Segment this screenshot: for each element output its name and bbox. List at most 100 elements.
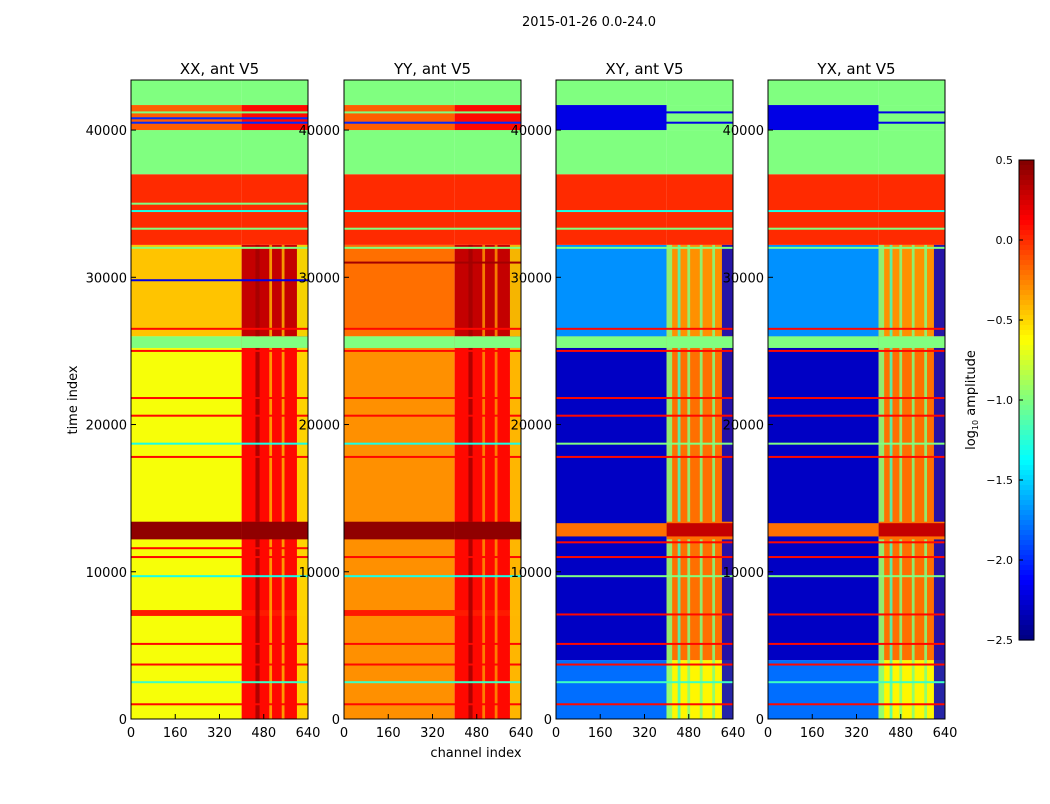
heatmap-band-left [556,174,667,245]
x-tick-label: 320 [420,726,445,741]
heatmap-channel-stripe [889,244,893,337]
heatmap-time-line [768,414,945,417]
colorbar-segment [1019,525,1034,531]
heatmap-time-line [768,642,945,645]
heatmap-time-line [768,455,945,458]
y-tick-label: 30000 [86,271,127,286]
heatmap-band-left [768,336,879,661]
colorbar-segment [1019,445,1034,451]
heatmap-band-right [454,610,521,616]
heatmap-band-right [878,105,945,131]
panel-title: XY, ant V5 [605,60,683,78]
colorbar-segment [1019,600,1034,606]
heatmap-panel: YX, ant V5 0 160 320 480 640 0 10000 20000 30000 4… [723,60,958,741]
x-tick-label: 0 [552,726,560,741]
heatmap-channel-stripe [721,244,733,337]
heatmap-channel-stripe [269,244,273,337]
colorbar-segment [1019,220,1034,226]
heatmap-time-line [556,121,733,124]
colorbar-segment [1019,605,1034,611]
heatmap-time-line [131,547,308,550]
heatmap-band-right [878,80,945,106]
colorbar-segment [1019,530,1034,536]
heatmap-time-line [344,397,521,400]
heatmap-channel-stripe [712,347,716,522]
x-tick-label: 320 [632,726,657,741]
colorbar-segment [1019,270,1034,276]
heatmap-time-line [556,210,733,213]
colorbar-segment [1019,590,1034,596]
heatmap-band-right [241,610,308,616]
y-tick-label: 20000 [511,419,552,434]
heatmap-band-left [344,174,455,245]
y-tick-label: 10000 [299,566,340,581]
heatmap-time-line [556,663,733,666]
x-tick-label: 160 [588,726,613,741]
heatmap-time-line [768,442,945,445]
heatmap-time-line [344,210,521,213]
heatmap-time-line [344,111,521,114]
colorbar-segment [1019,400,1034,406]
x-tick-label: 480 [464,726,489,741]
colorbar-segment [1019,210,1034,216]
heatmap-channel-stripe [296,244,308,337]
heatmap-time-line [344,575,521,578]
colorbar-label: log10 amplitude [964,350,980,450]
y-tick-label: 10000 [511,566,552,581]
heatmap-time-line [131,455,308,458]
colorbar-segment [1019,475,1034,481]
x-tick-label: 480 [888,726,913,741]
heatmap-band-left [768,105,879,131]
heatmap-band-right [878,174,945,245]
heatmap-band-left [344,244,455,337]
x-tick-label: 0 [340,726,348,741]
figure-title: 2015-01-26 0.0-24.0 [522,15,656,30]
colorbar-segment [1019,325,1034,331]
heatmap-time-line [344,227,521,230]
colorbar-segment [1019,575,1034,581]
colorbar-segment [1019,285,1034,291]
y-axis-label: time index [66,365,81,434]
heatmap-band-left [556,336,667,348]
colorbar-segment [1019,355,1034,361]
heatmap-time-line [768,575,945,578]
heatmap-channel-stripe [924,244,928,337]
heatmap-channel-stripe [281,347,285,522]
colorbar-segment [1019,190,1034,196]
heatmap-channel-stripe [494,347,498,522]
heatmap-time-line [768,349,945,352]
colorbar-segment [1019,170,1034,176]
heatmap-band-left [768,174,879,245]
heatmap-channel-stripe [687,347,691,522]
colorbar-segment [1019,340,1034,346]
heatmap-time-line [131,279,308,282]
heatmap-channel-stripe [712,244,716,337]
colorbar-segment [1019,255,1034,261]
colorbar-segment [1019,320,1034,326]
heatmap-time-line [768,327,945,330]
colorbar-segment [1019,510,1034,516]
heatmap-time-line [556,327,733,330]
heatmap-band-right [454,174,521,245]
heatmap-channel-stripe [281,244,285,337]
heatmap-band-right [454,336,521,348]
y-tick-label: 40000 [86,124,127,139]
heatmap-band-right [454,521,521,540]
heatmap-band-left [131,521,242,540]
colorbar-segment [1019,215,1034,221]
heatmap-time-line [344,642,521,645]
heatmap-channel-stripe [255,347,260,522]
heatmap-band-right [666,130,733,175]
colorbar-segment [1019,305,1034,311]
y-tick-label: 40000 [511,124,552,139]
colorbar-segment [1019,440,1034,446]
heatmap-channel-stripe [255,539,260,719]
heatmap-channel-stripe [281,539,285,719]
colorbar-segment [1019,490,1034,496]
colorbar-segment [1019,540,1034,546]
heatmap-band-right [666,105,733,131]
heatmap-time-line [556,246,733,249]
colorbar-tick-label: −1.5 [986,474,1013,487]
heatmap-time-line [344,414,521,417]
heatmap-time-line [131,642,308,645]
